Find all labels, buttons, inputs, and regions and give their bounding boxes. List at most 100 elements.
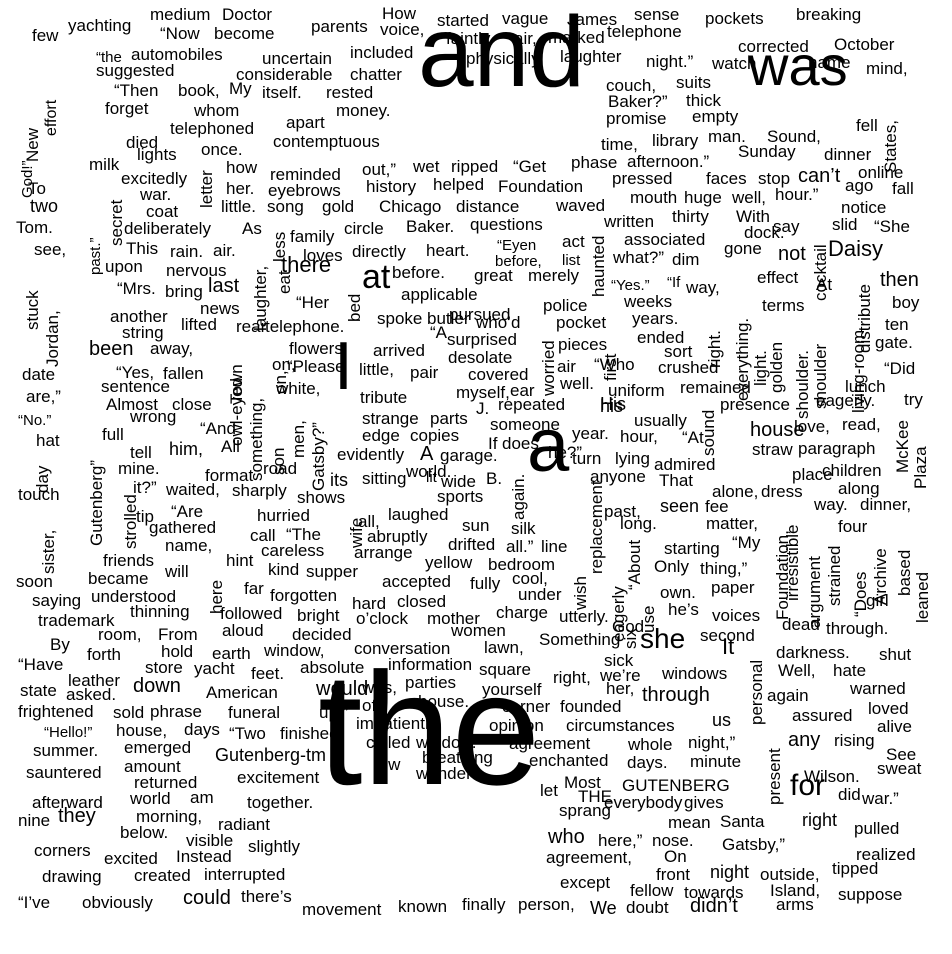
- word-road: road: [263, 459, 298, 479]
- word-created: created: [134, 866, 191, 886]
- word-was-2: was,: [362, 678, 397, 698]
- word-telephone: telephone: [607, 22, 682, 42]
- word-up: up,”: [319, 703, 349, 723]
- word-thick: thick: [686, 91, 721, 111]
- word-on-3: on,: [271, 370, 290, 394]
- word-at: at: [362, 258, 391, 297]
- word-laughter-2: laughter,: [251, 265, 270, 331]
- word-promise: promise: [606, 109, 667, 129]
- word-the-4: THE: [578, 787, 612, 807]
- word-i: I: [334, 328, 353, 405]
- word-well: well,: [732, 188, 767, 208]
- word-little-2: little,: [359, 360, 394, 380]
- word-sitting: sitting: [362, 469, 407, 489]
- word-pockets: pockets: [705, 9, 764, 29]
- word-hint: hint: [226, 551, 254, 571]
- word-returned: returned: [134, 773, 198, 793]
- word-way: way,: [686, 278, 720, 298]
- word-fee: fee: [705, 497, 729, 517]
- word-instead: Instead: [176, 847, 232, 867]
- word-hard: hard: [352, 594, 387, 614]
- word-silk: silk: [511, 519, 536, 539]
- word-few: few: [32, 26, 59, 46]
- word-owl-eyed: owl-eyed: [227, 377, 246, 446]
- word-this: This: [126, 239, 159, 259]
- word-call: call: [250, 526, 276, 546]
- word-before-2: before.: [392, 263, 445, 283]
- word-off: off: [362, 696, 381, 716]
- word-state: state: [20, 681, 57, 701]
- word-tom: Tom.: [16, 218, 53, 238]
- word-forth: forth: [87, 645, 122, 665]
- word-coat: coat: [146, 202, 179, 222]
- word-couch: couch,: [606, 76, 657, 96]
- word-use: use: [639, 605, 658, 633]
- word-became: became: [88, 569, 149, 589]
- word-yacht: yacht: [194, 659, 235, 679]
- word-we-re: we’re: [600, 666, 641, 686]
- word-doctor: Doctor: [222, 5, 273, 25]
- word-war: war.: [140, 185, 172, 205]
- word-fallen: fallen: [163, 364, 204, 384]
- word-evidently: evidently: [337, 445, 405, 465]
- word-yourself: yourself: [482, 680, 542, 700]
- word-santa: Santa: [720, 812, 765, 832]
- word-spoke: spoke: [377, 309, 423, 329]
- word-ear: ear: [510, 381, 535, 401]
- word-how-2: how: [226, 158, 258, 178]
- word-son: son: [269, 447, 288, 475]
- word-am: am: [190, 788, 214, 808]
- word-there-s: there’s: [241, 887, 292, 907]
- word-telephoned: telephoned: [170, 119, 255, 139]
- word-dock: dock.: [744, 223, 785, 243]
- word-dress: dress: [761, 482, 803, 502]
- word-store: store: [145, 658, 183, 678]
- word-sharply: sharply: [232, 481, 287, 501]
- word-hour-2: hour,: [620, 427, 658, 447]
- word-medium: medium: [150, 5, 211, 25]
- word-room: room,: [98, 625, 142, 645]
- word-island: Island,: [770, 881, 821, 901]
- word-arms: arms: [776, 895, 814, 915]
- word-tell: tell: [130, 443, 152, 463]
- word-bright: bright: [297, 606, 340, 626]
- word-air-3: air: [557, 357, 576, 377]
- word-saying: saying: [32, 591, 82, 611]
- word-hello: “Hello!”: [44, 723, 93, 741]
- word-last: last: [208, 274, 240, 297]
- word-merely: merely: [528, 266, 580, 286]
- word-new: New: [23, 127, 42, 162]
- word-white: white,: [276, 379, 321, 399]
- word-i-ve: “I’ve: [18, 893, 51, 913]
- word-phase: phase: [571, 153, 618, 173]
- word-anyone: anyone: [590, 467, 646, 487]
- word-world-2: world: [130, 789, 171, 809]
- word-gone: gone: [724, 239, 762, 259]
- word-considerable: considerable: [236, 65, 333, 85]
- word-plaza: Plaza: [911, 446, 930, 489]
- word-could: could: [183, 886, 231, 909]
- word-line: line: [541, 537, 568, 557]
- word-been: been: [89, 337, 134, 360]
- word-thirty: thirty: [672, 207, 709, 227]
- word-effort: effort: [43, 99, 60, 136]
- word-corrected: corrected: [738, 37, 809, 57]
- word-my: My: [229, 79, 252, 99]
- word-except: except: [560, 873, 611, 893]
- word-copies: copies: [410, 426, 460, 446]
- word-chatter: chatter: [350, 65, 402, 85]
- word-faintly: faintly: [446, 29, 491, 49]
- word-together: together.: [247, 793, 314, 813]
- word-circumstances: circumstances: [566, 716, 675, 736]
- word-agreement-2: agreement,: [546, 848, 632, 868]
- word-turn: turn: [572, 449, 602, 469]
- word-written: written: [604, 212, 655, 232]
- word-straw: straw: [752, 440, 793, 460]
- word-four: four: [838, 517, 868, 537]
- word-excitement: excitement: [237, 768, 320, 788]
- word-laughter: laughter: [560, 47, 622, 67]
- word-under: under: [518, 585, 562, 605]
- word-rising: rising: [834, 731, 875, 751]
- word-october: October: [834, 35, 895, 55]
- word-frightened: frightened: [18, 702, 94, 722]
